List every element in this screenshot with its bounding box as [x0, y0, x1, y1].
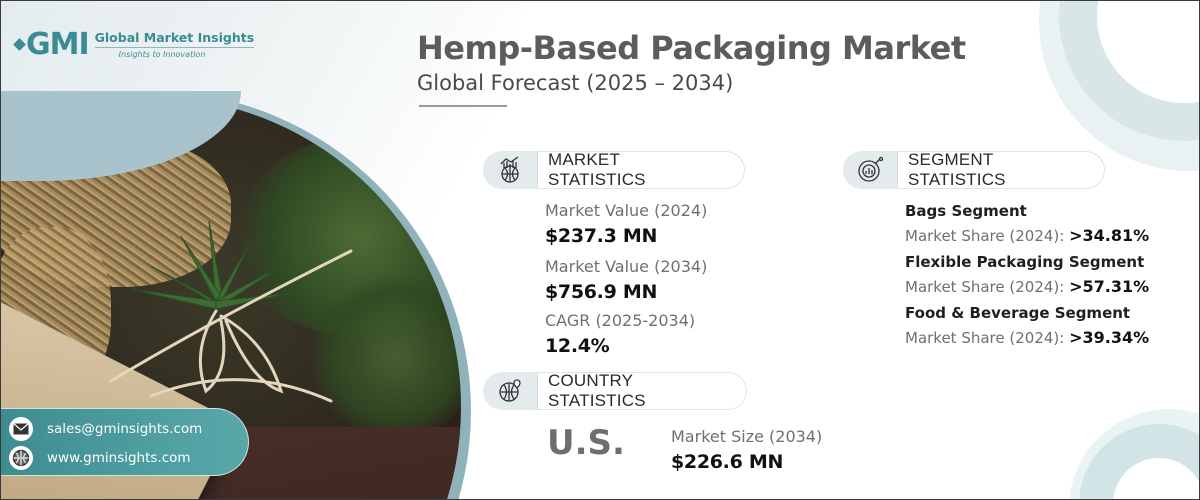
email-link[interactable]: sales@gminsights.com [47, 421, 203, 437]
hemp-leaf-icon [109, 220, 353, 403]
envelope-icon [9, 417, 33, 441]
logo-diamond-icon [13, 38, 26, 51]
page-subtitle: Global Forecast (2025 – 2034) [417, 71, 734, 95]
globe-icon [9, 446, 33, 470]
segment-share-value: >34.81% [1069, 226, 1150, 245]
logo-mark: GMI [13, 27, 90, 62]
segment-share-flexible-packaging: Market Share (2024): >57.31% [905, 277, 1150, 296]
brand-tagline: Insights to Innovation [118, 50, 206, 59]
contact-website[interactable]: www.gminsights.com [9, 446, 191, 470]
country-market-size-label: Market Size (2034) [671, 427, 823, 446]
market-value-2024-label: Market Value (2024) [545, 201, 708, 220]
segment-name-flexible-packaging: Flexible Packaging Segment [905, 253, 1145, 271]
contact-bar: sales@gminsights.com www.gminsights.com [1, 408, 249, 476]
segment-share-bags: Market Share (2024): >34.81% [905, 226, 1150, 245]
segment-name-bags: Bags Segment [905, 202, 1027, 220]
segment-name-food-beverage: Food & Beverage Segment [905, 304, 1131, 322]
title-divider [419, 105, 507, 107]
market-statistics-title: MARKET STATISTICS [537, 150, 745, 189]
cagr-value: 12.4% [545, 335, 610, 357]
decorative-arc-bottom-right-inner [1079, 424, 1199, 499]
target-chart-icon [843, 151, 897, 189]
segment-share-value: >39.34% [1069, 328, 1150, 347]
globe-pin-icon [483, 372, 537, 410]
segment-share-food-beverage: Market Share (2024): >39.34% [905, 328, 1150, 347]
segment-statistics-header: SEGMENT STATISTICS [843, 150, 1105, 189]
segment-statistics-title: SEGMENT STATISTICS [897, 150, 1105, 189]
globe-chart-icon [483, 151, 537, 189]
page-title: Hemp-Based Packaging Market [417, 29, 966, 67]
market-value-2024: $237.3 MN [545, 225, 658, 247]
gmi-logo: GMI Global Market Insights Insights to I… [13, 27, 255, 62]
greenery [311, 277, 461, 437]
market-value-2034: $756.9 MN [545, 281, 658, 303]
brand-name: Global Market Insights [94, 30, 255, 48]
website-link[interactable]: www.gminsights.com [47, 450, 191, 466]
country-market-size-value: $226.6 MN [671, 451, 784, 473]
contact-email[interactable]: sales@gminsights.com [9, 417, 202, 441]
country-statistics-header: COUNTRY STATISTICS [483, 371, 747, 410]
market-statistics-header: MARKET STATISTICS [483, 150, 745, 189]
cagr-label: CAGR (2025-2034) [545, 311, 696, 330]
market-value-2034-label: Market Value (2034) [545, 257, 708, 276]
country-statistics-title: COUNTRY STATISTICS [537, 371, 747, 410]
segment-share-value: >57.31% [1069, 277, 1150, 296]
country-name: U.S. [547, 423, 625, 463]
